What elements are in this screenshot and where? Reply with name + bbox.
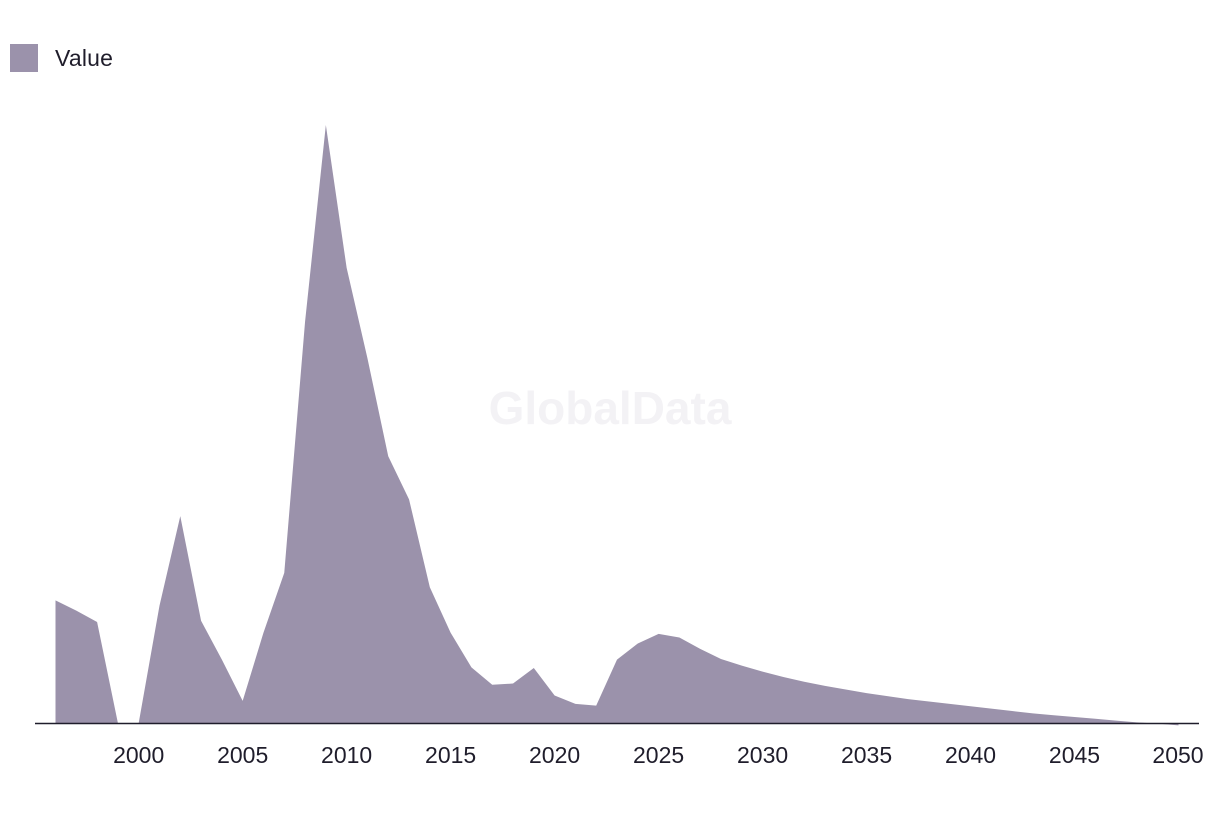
legend-label-value: Value bbox=[55, 44, 114, 71]
x-tick-label-2020: 2020 bbox=[529, 742, 580, 768]
chart-legend: Value bbox=[10, 44, 113, 72]
x-tick-label-2050: 2050 bbox=[1152, 742, 1203, 768]
x-tick-label-2040: 2040 bbox=[945, 742, 996, 768]
x-tick-label-2015: 2015 bbox=[425, 742, 476, 768]
legend-swatch bbox=[10, 44, 38, 72]
x-tick-label-2010: 2010 bbox=[321, 742, 372, 768]
x-tick-label-2045: 2045 bbox=[1049, 742, 1100, 768]
x-tick-label-2000: 2000 bbox=[113, 742, 164, 768]
x-tick-label-2025: 2025 bbox=[633, 742, 684, 768]
x-tick-label-2030: 2030 bbox=[737, 742, 788, 768]
watermark: GlobalData bbox=[489, 382, 732, 434]
x-tick-label-2005: 2005 bbox=[217, 742, 268, 768]
x-tick-label-2035: 2035 bbox=[841, 742, 892, 768]
series-area-0 bbox=[55, 125, 1179, 726]
